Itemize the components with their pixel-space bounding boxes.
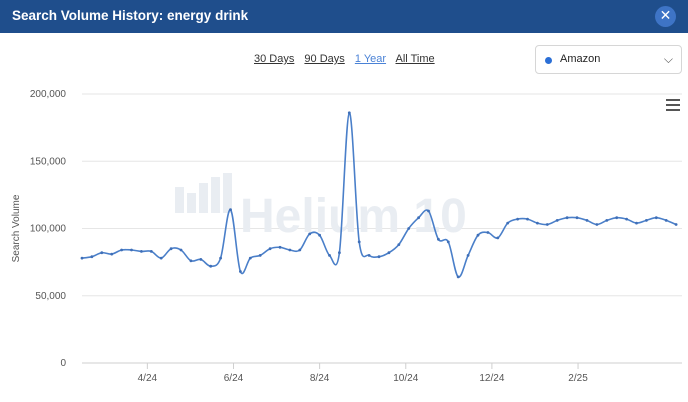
data-point <box>338 251 341 255</box>
data-point <box>674 223 678 226</box>
y-tick-label: 50,000 <box>35 291 66 302</box>
data-point <box>456 275 460 279</box>
data-point <box>328 254 331 257</box>
data-point <box>476 233 480 237</box>
y-tick-label: 200,000 <box>30 89 67 100</box>
data-point <box>605 219 609 222</box>
watermark-text: Helium 10 <box>240 190 467 243</box>
data-point <box>298 248 302 252</box>
data-point <box>140 250 143 253</box>
chevron-down-icon: ⌵ <box>663 52 673 66</box>
y-axis-label: Search Volume <box>11 194 22 262</box>
data-point <box>268 247 272 251</box>
data-point <box>437 237 440 241</box>
data-point <box>625 217 628 221</box>
data-point <box>417 216 420 220</box>
data-point <box>565 216 569 220</box>
range-1-year[interactable]: 1 Year <box>354 53 387 65</box>
y-tick-label: 0 <box>60 358 66 369</box>
data-point <box>397 243 401 247</box>
data-point <box>645 219 648 222</box>
data-point <box>585 219 589 222</box>
marketplace-label: Amazon <box>560 53 601 65</box>
data-point <box>110 252 114 256</box>
data-point <box>506 221 510 225</box>
data-point <box>130 248 133 252</box>
data-point <box>595 223 599 226</box>
x-tick-label: 4/24 <box>138 373 158 384</box>
data-point <box>288 248 292 252</box>
data-point <box>219 256 223 260</box>
close-icon[interactable]: ✕ <box>655 6 676 27</box>
data-point <box>229 208 232 212</box>
data-point <box>387 251 391 255</box>
data-point <box>347 111 351 115</box>
marketplace-select[interactable]: Amazon ⌵ <box>535 45 682 74</box>
data-point <box>635 221 638 225</box>
x-tick-label: 6/24 <box>224 373 244 384</box>
data-point <box>516 217 519 221</box>
data-point <box>149 250 153 253</box>
x-tick-label: 2/25 <box>568 373 588 384</box>
data-point <box>486 231 490 234</box>
data-point <box>377 255 381 259</box>
data-point <box>179 248 183 252</box>
watermark: Helium 10 <box>175 173 467 243</box>
data-point <box>536 221 539 225</box>
data-point <box>427 209 430 213</box>
data-point <box>407 227 411 230</box>
data-point <box>209 264 213 268</box>
data-point <box>446 240 450 244</box>
dialog-header: Search Volume History: energy drink ✕ <box>0 0 688 33</box>
range-30-days[interactable]: 30 Days <box>254 53 295 65</box>
data-point <box>239 270 242 273</box>
search-volume-chart: Helium 10 0 50,000 100,000 150,000 200,000 4… <box>11 89 682 384</box>
data-point <box>664 219 668 222</box>
data-point <box>555 219 559 222</box>
data-point <box>258 254 262 257</box>
data-point <box>308 232 312 236</box>
x-tick-label: 12/24 <box>479 373 504 384</box>
data-point <box>159 256 163 260</box>
data-point <box>169 247 173 251</box>
y-tick-label: 150,000 <box>30 156 67 167</box>
range-90-days[interactable]: 90 Days <box>304 53 345 65</box>
data-point <box>545 223 549 226</box>
data-point <box>357 240 361 244</box>
data-point <box>575 216 579 220</box>
hamburger-menu-icon[interactable] <box>666 99 680 111</box>
y-tick-label: 100,000 <box>30 224 67 235</box>
data-point <box>318 233 321 237</box>
range-all-time[interactable]: All Time <box>395 53 435 65</box>
data-point <box>615 216 619 220</box>
data-point <box>466 254 470 257</box>
data-point <box>90 255 94 259</box>
data-point <box>496 236 500 240</box>
data-point <box>367 254 371 257</box>
dialog-title: Search Volume History: energy drink <box>12 8 249 23</box>
data-point <box>199 258 203 261</box>
data-point <box>100 251 104 255</box>
data-point <box>526 217 529 221</box>
data-point <box>80 256 84 260</box>
x-tick-label: 8/24 <box>310 373 330 384</box>
x-tick-label: 10/24 <box>393 373 418 384</box>
data-point <box>189 259 193 263</box>
data-point <box>248 256 252 260</box>
data-point <box>278 245 282 249</box>
range-tabs: 30 Days 90 Days 1 Year All Time <box>254 53 442 65</box>
data-point <box>654 216 658 220</box>
data-point <box>120 248 123 252</box>
marketplace-dot <box>545 57 552 64</box>
